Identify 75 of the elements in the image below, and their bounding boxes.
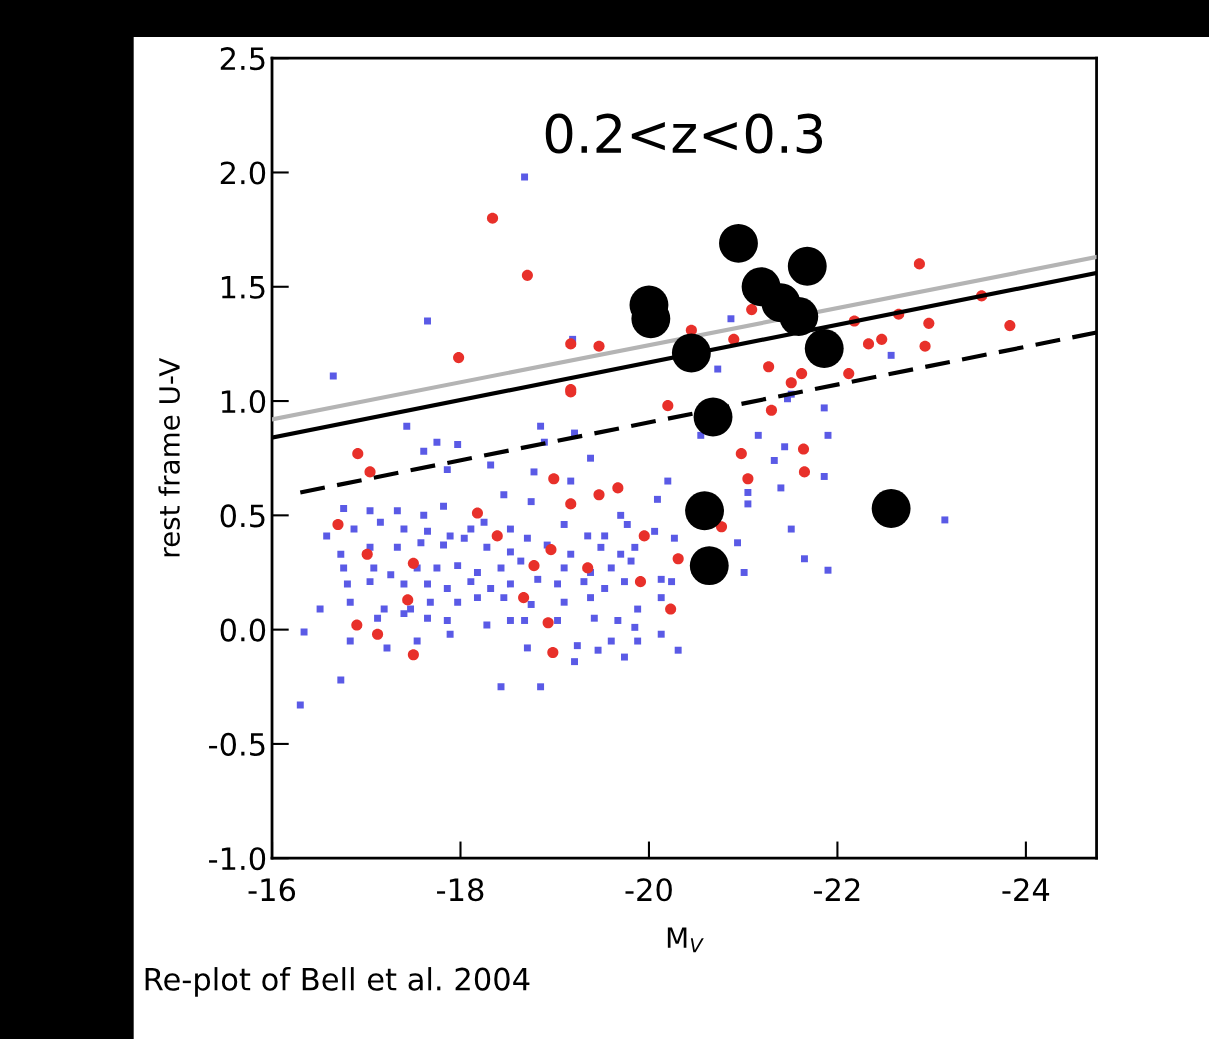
x-tick-label: -24 <box>1002 878 1050 901</box>
point <box>453 352 465 364</box>
point <box>638 530 650 542</box>
point <box>565 338 577 350</box>
text: Re-plot of Bell et al. 2004 <box>145 967 530 997</box>
y-tick-label: 1.5 <box>221 276 265 299</box>
point <box>693 397 733 437</box>
point <box>742 473 754 485</box>
point <box>671 333 711 373</box>
point <box>876 333 888 345</box>
point <box>735 448 747 460</box>
point <box>352 448 364 460</box>
point <box>665 603 677 615</box>
point <box>407 649 419 661</box>
point <box>913 258 925 270</box>
annotation: 0.2<z<0.3 <box>545 113 823 154</box>
point <box>871 489 911 528</box>
y-tick-label: -1.0 <box>209 847 266 871</box>
point <box>689 546 729 586</box>
y-tick-label: 0.5 <box>220 504 265 528</box>
point <box>407 557 419 569</box>
point <box>582 562 594 574</box>
point <box>528 560 540 572</box>
point <box>798 466 810 478</box>
point <box>402 594 414 606</box>
point <box>662 400 674 412</box>
point <box>763 361 775 373</box>
point <box>1004 320 1016 332</box>
y-tick-label: 1.0 <box>221 389 266 414</box>
point <box>746 304 758 316</box>
point <box>491 530 503 542</box>
point <box>548 473 560 485</box>
point <box>612 482 624 494</box>
x-tick-label: -20 <box>625 878 672 902</box>
point <box>542 617 554 629</box>
point <box>765 404 778 416</box>
point <box>372 628 384 640</box>
y-tick-label: 0.0 <box>220 618 266 642</box>
point <box>547 646 559 659</box>
point <box>364 466 376 478</box>
y-tick-label: 2.0 <box>220 161 266 185</box>
y-tick-label: -0.5 <box>209 732 265 756</box>
point <box>843 368 855 380</box>
point <box>919 340 931 352</box>
point <box>862 338 875 350</box>
point <box>521 269 533 281</box>
point <box>785 377 797 389</box>
x-axis-title: M$_{V}$ <box>667 927 704 953</box>
point <box>923 317 935 329</box>
x-tick-label: -22 <box>813 878 860 901</box>
point <box>471 507 484 519</box>
point <box>672 553 684 565</box>
point <box>518 592 530 604</box>
point <box>545 544 557 556</box>
point <box>797 443 810 455</box>
point <box>779 297 819 336</box>
point <box>685 491 724 531</box>
y-axis-title: rest frame U-V <box>158 357 180 557</box>
point <box>634 576 647 588</box>
point <box>804 329 844 368</box>
point <box>332 518 344 531</box>
point <box>715 521 728 533</box>
y-tick-label: 2.5 <box>220 47 265 71</box>
x-tick-label: -16 <box>248 878 296 902</box>
point <box>787 246 827 286</box>
point <box>593 489 605 501</box>
point <box>486 212 499 224</box>
point <box>719 223 758 263</box>
x-tick-label: -18 <box>437 878 484 902</box>
point <box>796 368 808 380</box>
point <box>593 340 605 352</box>
point <box>361 548 373 560</box>
point <box>565 498 577 510</box>
point <box>351 619 363 631</box>
point <box>728 333 740 345</box>
